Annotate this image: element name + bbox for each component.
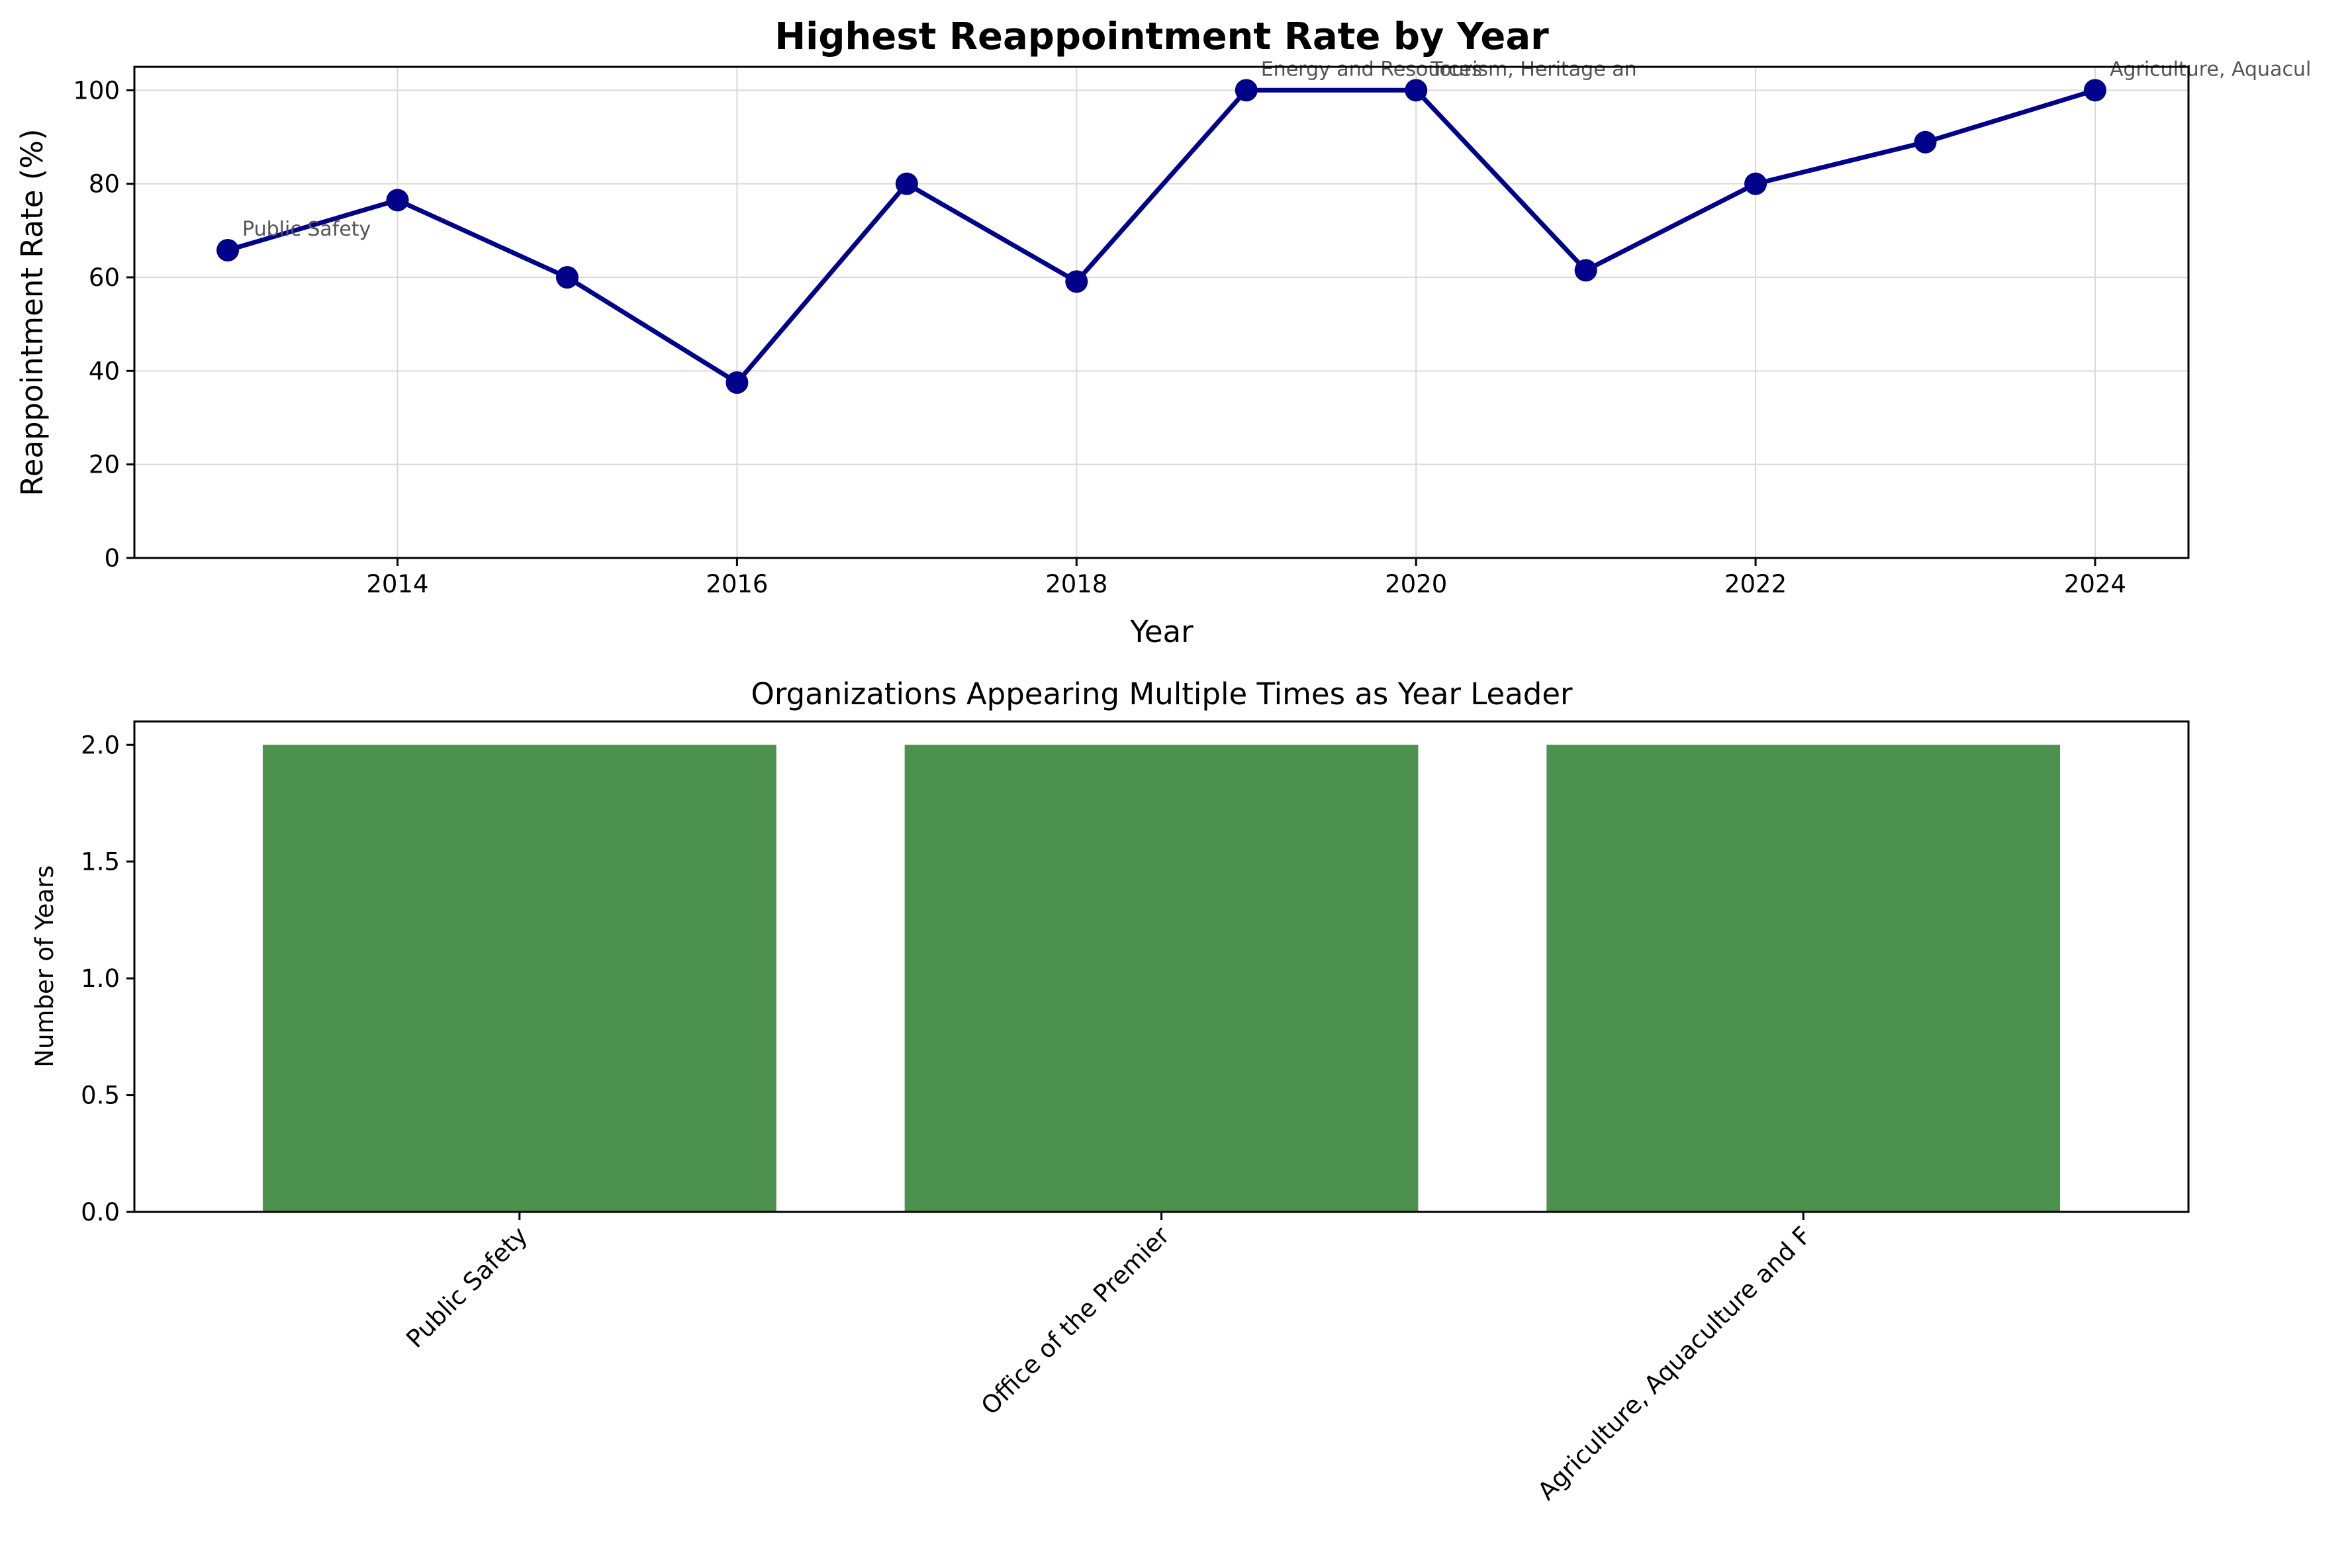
bar-ytick-label: 0.5 xyxy=(81,1082,120,1110)
line-annotations: Public Safety Energy and ResourcesTourism… xyxy=(242,58,2311,241)
line-point xyxy=(1405,79,1428,102)
line-xtick-label: 2022 xyxy=(1724,570,1787,598)
line-xtick-label: 2024 xyxy=(2064,570,2126,598)
line-point xyxy=(895,172,918,195)
line-chart-frame xyxy=(133,66,2190,559)
line-point xyxy=(555,266,579,289)
line-point xyxy=(726,371,749,394)
bar-chart-title: Organizations Appearing Multiple Times a… xyxy=(751,676,1573,712)
line-series xyxy=(227,87,2096,385)
line-annotation: Energy and Resources xyxy=(1261,58,1482,81)
bar-ytick-label: 2.0 xyxy=(81,731,120,759)
line-ytick-label: 80 xyxy=(89,170,120,199)
bar xyxy=(1546,745,2061,1212)
line-ytick-label: 0 xyxy=(104,544,120,573)
line-ytick-label: 40 xyxy=(89,357,120,385)
line-point xyxy=(1065,270,1088,293)
line-xtick-label: 2016 xyxy=(706,570,768,598)
bar-ytick-label: 1.5 xyxy=(81,848,120,876)
line-point xyxy=(2083,79,2106,102)
line-chart: Highest Reappointment Rate by Year 2014 2… xyxy=(15,15,2311,649)
line-point xyxy=(1574,259,1597,282)
bar-ytick-label: 1.0 xyxy=(81,964,120,993)
line-point xyxy=(1914,130,1937,154)
line-xtick-label: 2020 xyxy=(1385,570,1447,598)
bar xyxy=(904,745,1419,1212)
line-chart-xlabel: Year xyxy=(1129,614,1194,649)
line-xtick-label: 2014 xyxy=(366,570,428,598)
line-annotation: Public Safety xyxy=(242,218,371,241)
line-chart-title: Highest Reappointment Rate by Year xyxy=(775,15,1549,58)
bar-series xyxy=(262,745,2061,1212)
line-annotation: Tourism, Heritage an xyxy=(1430,58,1636,81)
line-ytick-label: 20 xyxy=(89,451,120,479)
bar-ytick-label: 0.0 xyxy=(81,1198,120,1226)
line-points xyxy=(216,79,2106,394)
line-chart-ylabel: Reappointment Rate (%) xyxy=(15,128,50,496)
line-ytick-label: 100 xyxy=(73,76,120,105)
line-point xyxy=(216,239,240,262)
line-xtick-label: 2018 xyxy=(1045,570,1107,598)
line-ytick-label: 60 xyxy=(89,263,120,292)
bar xyxy=(262,745,776,1212)
line-chart-axes: 2014 2016 2018 2020 2022 2024 0 20 40 60 80 100 xyxy=(73,76,2126,598)
line-annotation: Agriculture, Aquacul xyxy=(2110,58,2311,81)
bar-chart-ylabel: Number of Years xyxy=(30,865,59,1067)
bar-chart-frame xyxy=(133,720,2190,1213)
line-point xyxy=(1744,172,1767,195)
line-point xyxy=(1235,79,1258,102)
line-point xyxy=(386,189,409,212)
